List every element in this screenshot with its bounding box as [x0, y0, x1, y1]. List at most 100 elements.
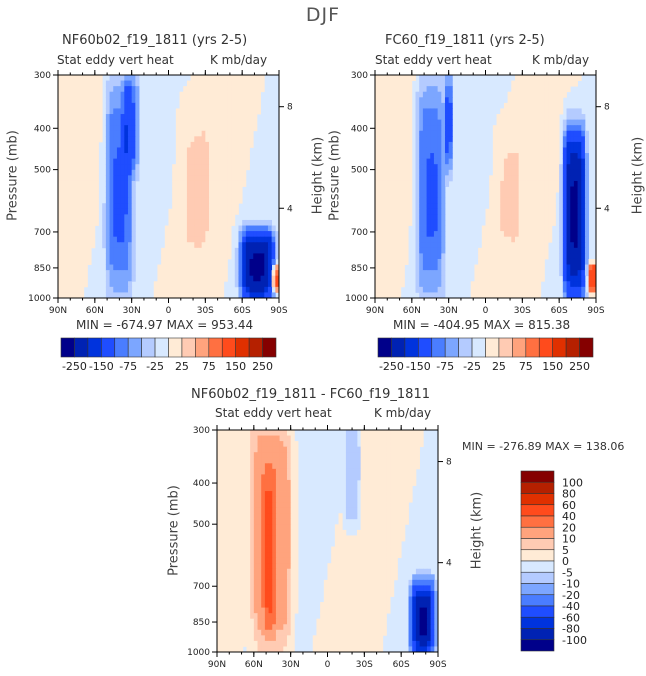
- panel1-field: [58, 75, 280, 299]
- field-cell: [256, 108, 261, 115]
- field-cell: [386, 563, 391, 570]
- field-cell: [238, 114, 243, 121]
- field-cell: [91, 225, 96, 232]
- field-cell: [183, 180, 188, 187]
- field-cell: [264, 452, 269, 459]
- field-cell: [382, 136, 387, 143]
- field-cell: [249, 125, 254, 132]
- field-cell: [271, 225, 276, 232]
- field-cell: [573, 75, 578, 81]
- field-cell: [209, 231, 214, 238]
- field-cell: [161, 275, 166, 282]
- field-cell: [124, 75, 129, 81]
- field-cell: [573, 153, 578, 160]
- field-cell: [540, 208, 545, 215]
- field-cell: [514, 281, 520, 288]
- field-cell: [272, 452, 277, 459]
- field-cell: [227, 130, 232, 137]
- field-cell: [272, 585, 277, 592]
- field-cell: [378, 186, 383, 193]
- field-cell: [397, 452, 402, 459]
- field-cell: [205, 197, 210, 204]
- field-cell: [249, 75, 254, 81]
- field-cell: [526, 180, 531, 187]
- field-cell: [364, 479, 369, 486]
- field-cell: [393, 518, 398, 525]
- field-cell: [220, 153, 225, 160]
- field-cell: [382, 175, 387, 182]
- field-cell: [368, 568, 373, 575]
- field-cell: [264, 518, 269, 525]
- field-cell: [426, 247, 431, 254]
- field-cell: [223, 158, 228, 165]
- field-cell: [507, 97, 512, 104]
- field-cell: [474, 292, 479, 299]
- field-cell: [257, 496, 262, 503]
- field-cell: [61, 186, 66, 193]
- field-cell: [120, 136, 125, 143]
- field-cell: [408, 596, 413, 603]
- field-cell: [492, 270, 497, 277]
- field-cell: [205, 86, 210, 93]
- field-cell: [382, 286, 387, 293]
- field-cell: [500, 125, 505, 132]
- field-cell: [408, 203, 413, 210]
- field-cell: [375, 518, 380, 525]
- field-cell: [212, 264, 217, 271]
- field-cell: [109, 164, 114, 171]
- field-cell: [98, 114, 103, 121]
- field-cell: [72, 286, 77, 293]
- field-cell: [441, 97, 446, 104]
- field-cell: [503, 231, 508, 238]
- field-cell: [386, 275, 391, 282]
- field-cell: [190, 153, 195, 160]
- field-cell: [290, 446, 295, 453]
- field-cell: [183, 175, 188, 182]
- field-cell: [537, 80, 542, 87]
- field-cell: [364, 529, 369, 536]
- field-cell: [526, 270, 531, 277]
- field-cell: [175, 214, 180, 221]
- field-cell: [279, 541, 284, 547]
- field-cell: [401, 502, 406, 509]
- field-cell: [209, 225, 214, 232]
- field-cell: [183, 247, 188, 254]
- field-cell: [220, 253, 225, 260]
- field-cell: [334, 568, 339, 575]
- field-cell: [526, 203, 531, 210]
- field-cell: [131, 242, 136, 249]
- field-cell: [386, 574, 391, 581]
- field-cell: [131, 258, 136, 265]
- field-cell: [231, 529, 236, 536]
- field-cell: [544, 119, 549, 126]
- field-cell: [231, 568, 236, 575]
- field-cell: [522, 108, 527, 115]
- field-cell: [72, 192, 77, 199]
- field-cell: [98, 86, 103, 93]
- field-cell: [500, 114, 505, 121]
- field-cell: [518, 242, 523, 249]
- field-cell: [242, 435, 247, 442]
- field-cell: [386, 596, 391, 603]
- field-cell: [205, 219, 210, 226]
- field-cell: [529, 225, 534, 232]
- field-cell: [415, 441, 420, 448]
- field-cell: [514, 86, 520, 93]
- field-cell: [581, 153, 586, 160]
- field-cell: [422, 264, 427, 271]
- field-cell: [205, 281, 210, 288]
- field-cell: [283, 502, 288, 509]
- field-cell: [212, 136, 217, 143]
- field-cell: [212, 275, 217, 282]
- field-cell: [529, 80, 534, 87]
- field-cell: [83, 247, 88, 254]
- field-cell: [268, 535, 273, 542]
- field-cell: [338, 563, 343, 570]
- field-cell: [223, 136, 228, 143]
- field-cell: [415, 225, 420, 232]
- field-cell: [223, 130, 228, 137]
- field-cell: [371, 518, 376, 525]
- field-cell: [430, 264, 435, 271]
- field-cell: [98, 91, 103, 98]
- field-cell: [408, 468, 413, 475]
